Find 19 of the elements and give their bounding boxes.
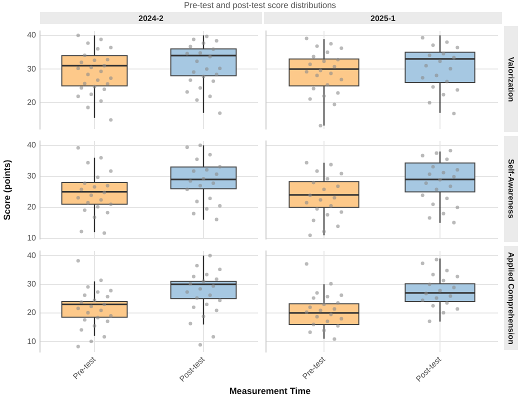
y-tick-label: 10 xyxy=(27,336,37,346)
chart-title: 2024-2 xyxy=(40,12,262,24)
y2-axis-title: Applied Comprehension xyxy=(504,246,518,350)
y-tick-label: 40 xyxy=(27,30,37,40)
y-tick-label: 20 xyxy=(27,202,37,212)
y-tick-label: 40 xyxy=(27,250,37,260)
y-tick-label: 10 xyxy=(27,234,37,243)
y-tick-label: 20 xyxy=(27,98,37,107)
y-tick-label: 40 xyxy=(27,140,37,150)
y-tick-label: 20 xyxy=(27,308,37,318)
y-axis-title: Score (points) xyxy=(2,160,12,220)
text: Pre-test and post-test score distributions xyxy=(182,0,338,10)
y-tick-label: 30 xyxy=(27,172,37,181)
chart-title: 2025-1 xyxy=(264,12,502,24)
y2-axis-title: Valorization xyxy=(504,26,518,132)
y-tick-label: 30 xyxy=(27,279,37,288)
x-axis-title: Measurement Time xyxy=(228,386,312,396)
y2-axis-title: Self-Awareness xyxy=(504,136,518,242)
y-tick-label: 30 xyxy=(27,64,37,74)
